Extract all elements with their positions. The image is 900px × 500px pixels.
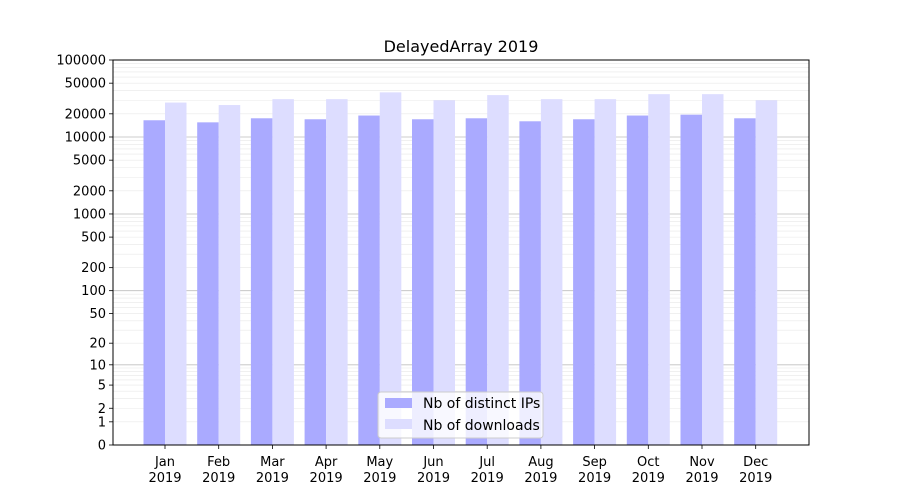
x-tick-label-month: Feb xyxy=(207,455,230,470)
y-tick-label: 1000 xyxy=(73,207,106,222)
x-tick-label-year: 2019 xyxy=(310,471,343,486)
legend-box xyxy=(377,391,544,439)
bars xyxy=(143,92,778,446)
x-tick-label-year: 2019 xyxy=(363,471,396,486)
y-tick-label: 200 xyxy=(81,261,106,276)
x-tick-label-month: Apr xyxy=(315,455,338,470)
y-tick-label: 100 xyxy=(81,284,106,299)
bar-distinct-ips xyxy=(519,121,541,446)
bar-distinct-ips xyxy=(143,120,165,446)
legend-label-distinct-ips: Nb of distinct IPs xyxy=(423,396,540,412)
y-tick-label: 10 xyxy=(89,358,106,373)
x-tick-label-month: Oct xyxy=(637,455,659,470)
y-tick-label: 10000 xyxy=(65,130,106,145)
bar-distinct-ips xyxy=(197,122,219,445)
x-tick-label-year: 2019 xyxy=(471,471,504,486)
bar-distinct-ips xyxy=(304,119,327,445)
x-tick-label-year: 2019 xyxy=(256,471,289,486)
bar-downloads xyxy=(218,105,241,446)
bar-downloads xyxy=(648,94,670,445)
legend-swatch-downloads xyxy=(385,419,412,429)
bar-downloads xyxy=(594,99,617,445)
y-tick-label: 1 xyxy=(98,415,106,430)
bar-downloads xyxy=(326,99,348,445)
x-tick-label-month: Mar xyxy=(260,455,285,470)
y-tick-label: 500 xyxy=(81,231,106,246)
bar-downloads xyxy=(755,100,778,445)
y-tick-label: 50000 xyxy=(65,77,106,92)
bar-distinct-ips xyxy=(465,118,488,445)
x-tick-label-year: 2019 xyxy=(685,471,718,486)
x-tick-label-year: 2019 xyxy=(632,471,665,486)
y-tick-label: 100000 xyxy=(56,54,106,69)
chart-title: DelayedArray 2019 xyxy=(384,37,539,56)
y-tick-label: 20000 xyxy=(65,107,106,122)
x-tick-label-month: Jul xyxy=(478,455,495,470)
y-tick-label: 20 xyxy=(89,337,106,352)
y-axis-ticks: 0 12 5 10 20 50 100 200 500 1000 2000 5000 10000 2000… xyxy=(56,54,113,454)
bar-downloads xyxy=(165,102,187,445)
x-tick-label-year: 2019 xyxy=(739,471,772,486)
bar-distinct-ips xyxy=(412,119,434,445)
bar-distinct-ips xyxy=(358,115,380,446)
plot-frame xyxy=(112,59,810,446)
bar-downloads xyxy=(272,99,294,445)
bar-downloads xyxy=(433,100,455,445)
bar-downloads xyxy=(379,92,402,446)
bar-distinct-ips xyxy=(680,114,702,446)
x-tick-label-month: Dec xyxy=(743,455,768,470)
bar-downloads xyxy=(702,94,724,445)
y-tick-label: 0 xyxy=(98,439,106,454)
x-axis-ticks: Jan2019Feb2019Mar2019Apr2019May2019Jun20… xyxy=(148,445,772,486)
legend: Nb of distinct IPs Nb of downloads xyxy=(377,391,544,439)
y-tick-label: 5000 xyxy=(73,154,106,169)
x-tick-label-month: Jan xyxy=(154,455,175,470)
x-tick-label-year: 2019 xyxy=(417,471,450,486)
y-tick-label: 2000 xyxy=(73,184,106,199)
legend-label-downloads: Nb of downloads xyxy=(423,418,540,434)
bar-downloads xyxy=(487,95,509,445)
bar-distinct-ips xyxy=(250,118,273,445)
bar-distinct-ips xyxy=(573,119,595,445)
bar-distinct-ips xyxy=(626,115,649,446)
x-tick-label-month: Jun xyxy=(422,455,443,470)
x-tick-label-year: 2019 xyxy=(202,471,235,486)
y-tick-label: 5 xyxy=(98,379,106,394)
x-tick-label-year: 2019 xyxy=(148,471,181,486)
y-tick-label: 50 xyxy=(89,307,106,322)
x-tick-label-month: Nov xyxy=(689,455,715,470)
x-tick-label-month: May xyxy=(366,455,393,470)
y-tick-label: 2 xyxy=(98,402,106,417)
bar-distinct-ips xyxy=(734,118,756,445)
x-tick-label-month: Sep xyxy=(582,455,607,470)
bar-downloads xyxy=(540,99,563,445)
x-tick-label-month: Aug xyxy=(528,455,553,470)
x-tick-label-year: 2019 xyxy=(578,471,611,486)
x-tick-label-year: 2019 xyxy=(524,471,557,486)
legend-swatch-distinct-ips xyxy=(385,398,412,408)
